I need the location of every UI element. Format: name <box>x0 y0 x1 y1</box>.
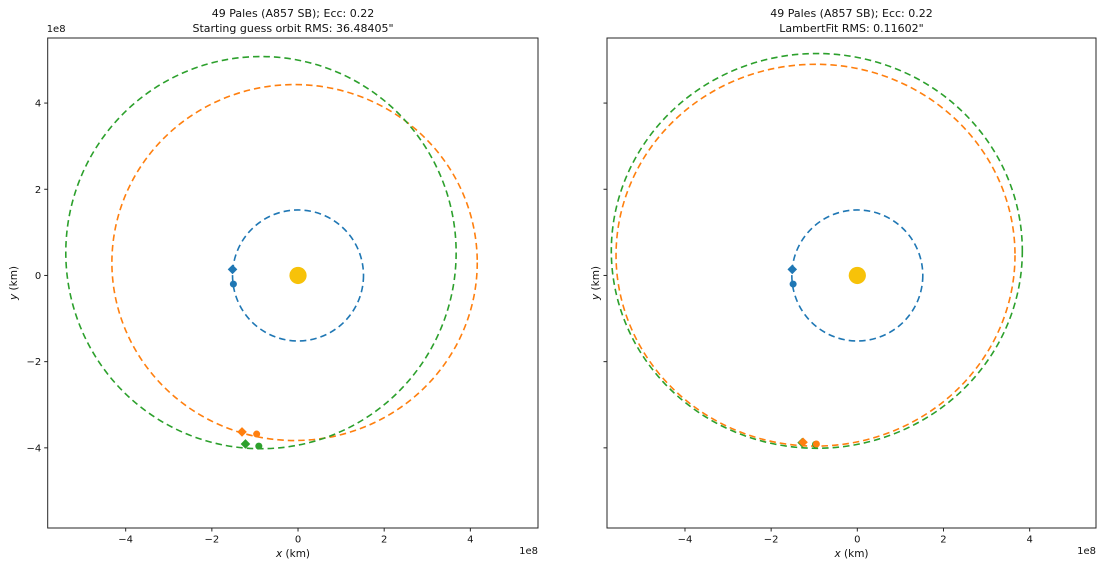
right-xtick-label: 2 <box>940 535 946 546</box>
right-fit-obs-start-marker <box>798 437 808 448</box>
right-ylabel-var: y <box>590 293 602 301</box>
left-plot-title-line1: 49 Pales (A857 SB); Ecc: 0.22 <box>211 7 375 20</box>
left-earth-orbit-path <box>231 209 365 342</box>
left-ylabel-var: y <box>8 293 20 301</box>
left-earth-obs-end-marker <box>229 280 237 288</box>
left-xtick-label: 0 <box>295 535 301 546</box>
right-ylabel-unit: (km) <box>590 265 602 294</box>
right-x-offset-label: 1e8 <box>1077 546 1096 557</box>
left-earth-obs-start-marker <box>227 264 238 275</box>
right-plot-ylabel: y (km) <box>590 266 602 300</box>
right-earth-obs-end-marker <box>789 280 797 288</box>
left-ytick-label: 0 <box>35 271 41 282</box>
left-guess-obs-start-marker <box>237 427 247 437</box>
left-xtick-label: −4 <box>118 535 133 546</box>
left-guess-orbit-path <box>111 83 479 442</box>
right-xlabel-unit: (km) <box>840 548 869 560</box>
left-plot-ylabel: y (km) <box>8 266 20 300</box>
left-plot-title: 49 Pales (A857 SB); Ecc: 0.22 Starting g… <box>48 7 538 36</box>
right-xtick-label: 0 <box>854 535 860 546</box>
left-xtick-label: 4 <box>467 535 473 546</box>
left-xlabel-unit: (km) <box>282 548 311 560</box>
left-xlabel-var: x <box>275 548 283 560</box>
right-sun-marker <box>848 266 866 285</box>
left-xtick-label: −2 <box>204 535 219 546</box>
left-reference-obs-start-marker <box>240 439 251 449</box>
left-x-offset-label: 1e8 <box>519 546 538 557</box>
left-guess-obs-end-marker <box>253 430 261 438</box>
left-plot-title-line2: Starting guess orbit RMS: 36.48405" <box>192 21 394 35</box>
left-ytick-label: 4 <box>35 99 41 110</box>
left-plot-xlabel: x (km) <box>48 548 538 560</box>
right-plot-frame <box>606 37 1097 529</box>
right-lambertfit-orbit-path <box>615 63 1016 447</box>
left-reference-obs-end-marker <box>255 442 263 450</box>
right-earth-orbit-path <box>791 209 924 342</box>
right-reference-orbit-path <box>610 52 1024 450</box>
right-plot-title-line1: 49 Pales (A857 SB); Ecc: 0.22 <box>770 7 933 20</box>
left-plot-frame <box>47 37 539 529</box>
right-plot-xlabel: x (km) <box>607 548 1096 560</box>
right-xtick-label: −4 <box>678 535 693 546</box>
right-fit-obs-end-marker <box>812 440 820 448</box>
right-plot-title: 49 Pales (A857 SB); Ecc: 0.22 LambertFit… <box>607 7 1096 36</box>
left-sun-marker <box>289 266 307 285</box>
left-ylabel-unit: (km) <box>8 265 20 294</box>
left-y-offset-label: 1e8 <box>47 24 66 35</box>
left-ytick-label: −4 <box>26 443 41 454</box>
right-xtick-label: 4 <box>1026 535 1032 546</box>
left-xtick-label: 2 <box>381 535 387 546</box>
right-xlabel-var: x <box>834 548 841 560</box>
left-ytick-label: 2 <box>35 185 41 196</box>
right-earth-obs-start-marker <box>787 264 798 275</box>
right-xtick-label: −2 <box>764 535 779 546</box>
right-plot-title-line2: LambertFit RMS: 0.11602" <box>779 21 924 35</box>
left-ytick-label: −2 <box>26 357 41 368</box>
